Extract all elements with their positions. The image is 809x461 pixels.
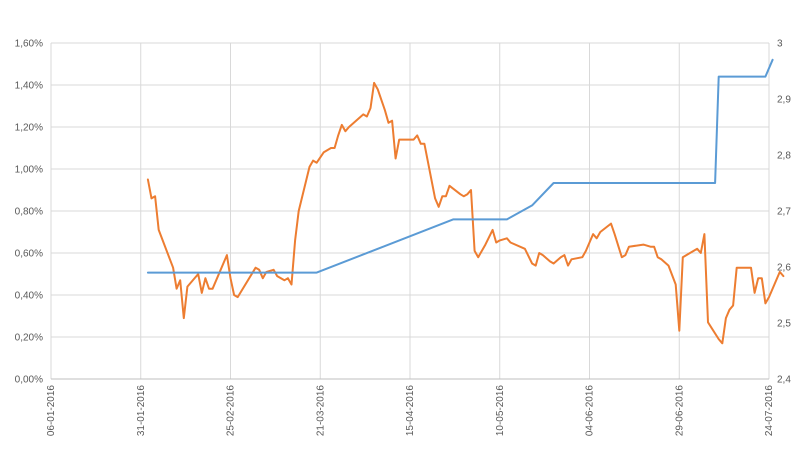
left-y-axis-tick-labels: 0,00% 0,20% 0,40% 0,60% 0,80% 1,00% 1,20% 1,40%… bbox=[15, 39, 43, 386]
right-y-axis-tick-labels: 2,4 2,5 2,6 2,7 2,8 2,9 3 bbox=[777, 39, 791, 386]
x-tick-label: 25-02-2016 bbox=[226, 385, 237, 437]
x-tick-label: 10-05-2016 bbox=[495, 385, 506, 437]
right-y-tick-label: 3 bbox=[777, 39, 783, 50]
x-tick-label: 15-04-2016 bbox=[405, 385, 416, 437]
right-axis-series-line bbox=[146, 58, 774, 274]
left-y-tick-label: 0,40% bbox=[15, 291, 43, 302]
right-y-tick-label: 2,7 bbox=[777, 207, 791, 218]
x-tick-label: 31-01-2016 bbox=[136, 385, 147, 437]
chart-x-gridlines bbox=[50, 43, 770, 379]
right-y-tick-label: 2,9 bbox=[777, 95, 791, 106]
right-y-tick-label: 2,8 bbox=[777, 151, 791, 162]
left-y-tick-label: 1,00% bbox=[15, 165, 43, 176]
x-tick-label: 04-06-2016 bbox=[585, 385, 596, 437]
left-y-tick-label: 1,60% bbox=[15, 39, 43, 50]
left-y-tick-label: 0,20% bbox=[15, 333, 43, 344]
left-y-tick-label: 0,00% bbox=[15, 375, 43, 386]
right-y-tick-label: 2,5 bbox=[777, 319, 791, 330]
x-axis-tick-labels: 06-01-2016 31-01-2016 25-02-2016 21-03-2016… bbox=[46, 385, 775, 437]
x-tick-label: 29-06-2016 bbox=[674, 385, 685, 437]
left-axis-series-line bbox=[146, 81, 785, 345]
chart-series bbox=[146, 58, 785, 345]
left-y-tick-label: 1,20% bbox=[15, 123, 43, 134]
left-y-tick-label: 0,80% bbox=[15, 207, 43, 218]
x-tick-label: 24-07-2016 bbox=[764, 385, 775, 437]
x-tick-label: 21-03-2016 bbox=[315, 385, 326, 437]
left-y-tick-label: 0,60% bbox=[15, 249, 43, 260]
x-tick-label: 06-01-2016 bbox=[46, 385, 57, 437]
left-y-tick-label: 1,40% bbox=[15, 81, 43, 92]
right-y-tick-label: 2,4 bbox=[777, 375, 791, 386]
right-y-tick-label: 2,6 bbox=[777, 263, 791, 274]
